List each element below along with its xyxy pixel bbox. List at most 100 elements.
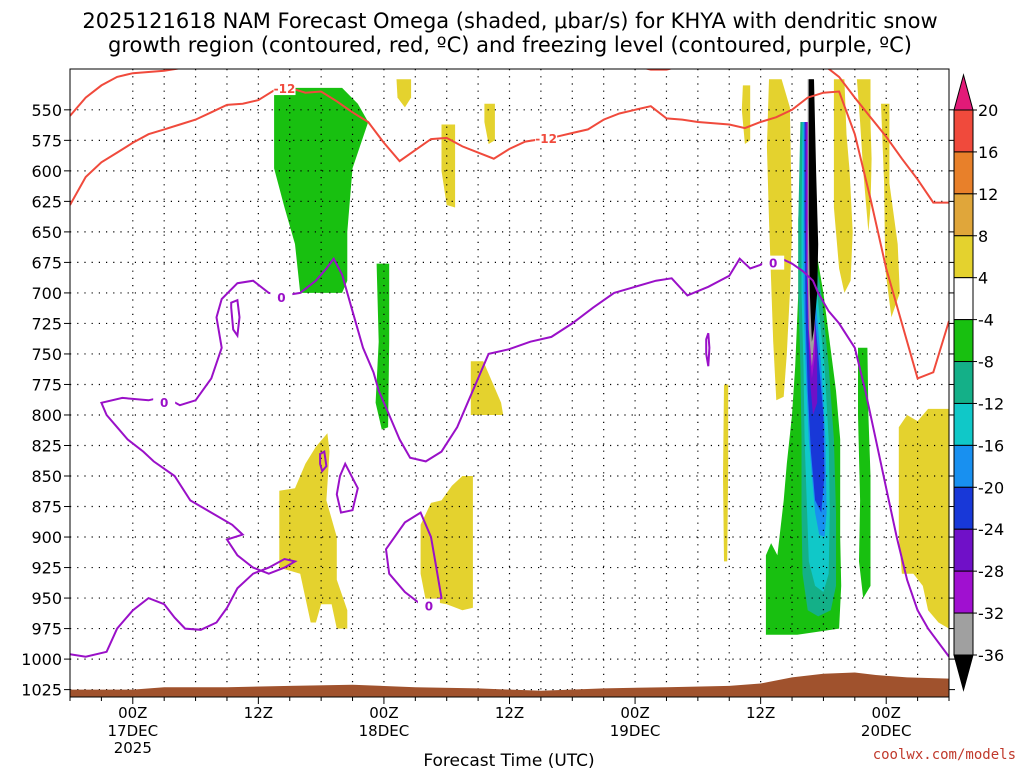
y-axis: 550 575 600 625 650 675 700 725 750 775 800 825 850 8… <box>21 101 955 700</box>
freezing-loop-3 <box>384 511 443 606</box>
y-tick-label: 675 <box>31 253 62 272</box>
x-tick-label: 00Z <box>872 704 901 722</box>
y-tick-label: 975 <box>31 620 62 639</box>
colorbar-label: 4 <box>978 269 988 288</box>
y-tick-label: 900 <box>31 528 62 547</box>
omega-shade-region-4 <box>484 103 495 144</box>
freezing-label-1-bg <box>270 289 293 304</box>
x-tick-label: 12Z <box>746 704 775 722</box>
plot-area: -12 -12 0 0 0 0 <box>70 69 949 697</box>
colorbar-bin <box>953 109 974 153</box>
x-tick-label: 00Z <box>620 704 649 722</box>
colorbar-label: -16 <box>978 436 1004 455</box>
y-tick-label: 775 <box>31 375 62 394</box>
y-tick-label: 750 <box>31 345 62 364</box>
omega-shade-region-2 <box>396 79 412 108</box>
omega-shade-region-16 <box>858 347 871 599</box>
colorbar: 20 16 12 8 4 -4 -8 -12 -16 -20 -24 -28 -32 -36 <box>953 73 1004 692</box>
freezing-loop-0 <box>230 298 241 339</box>
omega-shading-layer <box>274 79 949 635</box>
colorbar-bin <box>953 528 974 572</box>
colorbar-bin <box>953 612 974 656</box>
colorbar-label: -20 <box>978 478 1004 497</box>
omega-shade-region-3 <box>441 124 456 208</box>
freezing-loop-4 <box>705 332 711 367</box>
omega-shade-region-8 <box>723 384 729 562</box>
y-tick-label: 825 <box>31 436 62 455</box>
y-tick-label: 1000 <box>21 650 62 669</box>
colorbar-bin <box>953 570 974 614</box>
colorbar-bin <box>953 277 974 321</box>
omega-shade-region-10 <box>766 79 792 401</box>
freezing-label-4: 0 <box>769 257 777 271</box>
colorbar-label: -28 <box>978 562 1004 581</box>
colorbar-label: 16 <box>978 143 998 162</box>
colorbar-label: -24 <box>978 520 1004 539</box>
colorbar-bin <box>953 444 974 488</box>
y-tick-label: 550 <box>31 101 62 120</box>
x-tick-sublabel: 19DEC <box>610 722 661 740</box>
colorbar-bin <box>953 319 974 363</box>
credit-text: coolwx.com/models <box>873 747 1016 763</box>
y-tick-label: 1025 <box>21 681 62 700</box>
colorbar-label: 8 <box>978 227 988 246</box>
omega-shade-region-9 <box>741 85 751 144</box>
freezing-loop-2 <box>335 461 359 514</box>
contour-layer: -12 -12 0 0 0 0 <box>70 69 949 658</box>
x-tick-sublabel: 20DEC <box>861 722 912 740</box>
omega-shade-region-12 <box>856 79 872 232</box>
y-tick-label: 875 <box>31 498 62 517</box>
x-tick-label: 00Z <box>369 704 398 722</box>
colorbar-label: -4 <box>978 311 994 330</box>
y-tick-label: 700 <box>31 284 62 303</box>
colorbar-bin <box>953 486 974 530</box>
omega-shade-region-11 <box>833 79 853 293</box>
freezing-loop-1 <box>319 450 328 474</box>
x-axis-label: Forecast Time (UTC) <box>423 751 594 768</box>
omega-shade-region-0 <box>274 87 369 293</box>
y-tick-label: 800 <box>31 406 62 425</box>
colorbar-bin <box>953 361 974 404</box>
x-tick-label: 00Z <box>118 704 147 722</box>
colorbar-label: 12 <box>978 185 998 204</box>
dgz-label-1-bg <box>273 81 296 96</box>
colorbar-label: -32 <box>978 604 1004 623</box>
x-tick-sublabel: 18DEC <box>359 722 410 740</box>
y-tick-label: 850 <box>31 467 62 486</box>
freezing-label-2: 0 <box>160 396 168 410</box>
freezing-label-1: 0 <box>277 291 285 305</box>
colorbar-label: -8 <box>978 353 994 372</box>
omega-shade-region-14 <box>898 408 949 629</box>
dgz-label-2: -12 <box>535 132 557 146</box>
terrain-fill <box>70 672 949 697</box>
colorbar-label: -36 <box>978 646 1004 665</box>
terrain-layer <box>70 672 949 697</box>
y-tick-label: 600 <box>31 162 62 181</box>
x-tick-label: 12Z <box>495 704 524 722</box>
y-tick-label: 925 <box>31 559 62 578</box>
omega-shade-region-24 <box>808 79 819 342</box>
colorbar-bin <box>953 402 974 446</box>
y-tick-label: 625 <box>31 192 62 211</box>
chart-title-line2: growth region (contoured, red, ºC) and f… <box>108 33 912 57</box>
colorbar-bin <box>953 151 974 195</box>
freezing-label-4-bg <box>762 255 785 270</box>
dgz-lower-contour <box>70 86 949 380</box>
freezing-label-3: 0 <box>425 600 433 614</box>
y-tick-label: 650 <box>31 223 62 242</box>
freezing-label-2-bg <box>153 394 176 409</box>
colorbar-bin <box>953 235 974 279</box>
x-tick-sublabel: 17DEC <box>107 722 158 740</box>
y-tick-label: 575 <box>31 131 62 150</box>
chart-title-line1: 2025121618 NAM Forecast Omega (shaded, μ… <box>82 9 937 33</box>
omega-shade-region-6 <box>279 433 348 629</box>
x-tick-sublabel: 2025 <box>114 739 152 757</box>
colorbar-bin <box>953 193 974 237</box>
omega-shade-region-7 <box>420 476 473 611</box>
dgz-label-1: -12 <box>274 82 296 96</box>
dgz-label-2-bg <box>535 131 558 146</box>
y-tick-label: 950 <box>31 589 62 608</box>
colorbar-label: 20 <box>978 101 998 120</box>
